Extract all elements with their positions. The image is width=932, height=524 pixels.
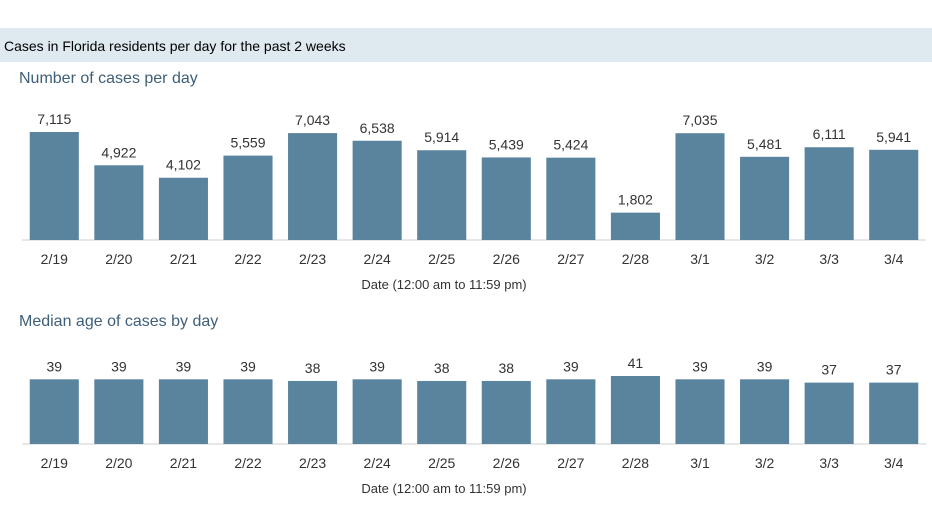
x-tick-label: 3/3: [819, 251, 839, 267]
bar-2/26: [481, 380, 531, 444]
x-tick-label: 3/2: [755, 251, 775, 267]
value-label: 6,538: [360, 120, 395, 136]
x-tick-label: 2/21: [170, 251, 197, 267]
value-label: 38: [434, 360, 450, 376]
x-tick-label: 3/4: [884, 455, 904, 471]
bar-2/25: [417, 150, 467, 240]
bar-2/20: [94, 379, 144, 444]
bar-3/3: [804, 147, 854, 240]
x-tick-label: 2/23: [299, 455, 326, 471]
x-tick-label: 2/25: [428, 251, 455, 267]
value-label: 5,559: [230, 135, 265, 151]
x-tick-label: 2/26: [493, 251, 520, 267]
x-tick-label: 2/20: [105, 455, 132, 471]
value-label: 39: [757, 358, 773, 374]
cases-per-day-chart: 7,115 2/19 4,922 2/20 4,102 2/21 5,559 2/22 7,04…: [22, 111, 926, 292]
value-label: 4,102: [166, 157, 201, 173]
value-label: 37: [821, 362, 837, 378]
x-tick-label: 2/27: [557, 455, 584, 471]
median-age-chart: 39 2/19 39 2/20 39 2/21 39 2/22 38 2/23 39 2/24 38 2/…: [22, 355, 926, 496]
bar-3/3: [804, 382, 854, 444]
bar-3/2: [740, 379, 790, 444]
value-label: 37: [886, 362, 902, 378]
bar-3/1: [675, 379, 725, 444]
bar-2/19: [29, 379, 79, 444]
value-label: 6,111: [813, 126, 846, 142]
bar-2/25: [417, 380, 467, 444]
x-tick-label: 2/21: [170, 455, 197, 471]
value-label: 7,035: [682, 112, 717, 128]
bar-2/28: [610, 376, 660, 444]
bar-2/22: [223, 155, 273, 240]
value-label: 39: [176, 358, 192, 374]
value-label: 5,439: [489, 136, 524, 152]
value-label: 5,914: [424, 129, 459, 145]
value-label: 7,115: [37, 111, 71, 127]
value-label: 5,941: [876, 129, 911, 145]
value-label: 39: [692, 358, 708, 374]
x-tick-label: 2/19: [41, 251, 68, 267]
value-label: 7,043: [295, 112, 330, 128]
x-tick-label: 2/28: [622, 455, 649, 471]
bar-2/22: [223, 379, 273, 444]
bar-2/26: [481, 157, 531, 240]
bar-2/27: [546, 157, 596, 240]
x-tick-label: 2/26: [493, 455, 520, 471]
bar-2/23: [288, 133, 338, 240]
bar-2/19: [29, 132, 79, 240]
bar-2/27: [546, 379, 596, 444]
median-age-chart-title: Median age of cases by day: [19, 313, 219, 330]
x-tick-label: 2/22: [234, 251, 261, 267]
value-label: 5,424: [553, 137, 588, 153]
value-label: 39: [563, 358, 579, 374]
x-axis-label: Date (12:00 am to 11:59 pm): [361, 481, 526, 496]
bar-2/28: [610, 212, 660, 240]
bar-3/1: [675, 133, 725, 240]
value-label: 4,922: [101, 144, 136, 160]
bar-2/23: [288, 380, 338, 444]
value-label: 1,802: [618, 192, 653, 208]
x-tick-label: 2/27: [557, 251, 584, 267]
x-tick-label: 2/23: [299, 251, 326, 267]
bar-3/4: [869, 149, 919, 240]
x-axis-label: Date (12:00 am to 11:59 pm): [361, 277, 526, 292]
bar-2/21: [158, 177, 208, 240]
value-label: 38: [305, 360, 321, 376]
bar-2/20: [94, 165, 144, 240]
value-label: 41: [628, 355, 644, 371]
x-tick-label: 3/1: [690, 251, 710, 267]
bar-3/2: [740, 156, 790, 240]
x-tick-label: 2/25: [428, 455, 455, 471]
value-label: 39: [111, 358, 127, 374]
bar-2/24: [352, 379, 402, 444]
value-label: 5,481: [747, 136, 782, 152]
value-label: 39: [46, 358, 62, 374]
x-tick-label: 2/28: [622, 251, 649, 267]
x-tick-label: 2/24: [364, 251, 391, 267]
value-label: 39: [369, 358, 385, 374]
header-banner: Cases in Florida residents per day for t…: [0, 28, 932, 62]
x-tick-label: 2/24: [364, 455, 391, 471]
x-tick-label: 2/22: [234, 455, 261, 471]
bar-2/21: [158, 379, 208, 444]
x-tick-label: 2/20: [105, 251, 132, 267]
value-label: 38: [498, 360, 514, 376]
x-tick-label: 3/4: [884, 251, 904, 267]
bar-3/4: [869, 382, 919, 444]
bar-2/24: [352, 140, 402, 240]
value-label: 39: [240, 358, 256, 374]
x-tick-label: 3/2: [755, 455, 775, 471]
page-title: Cases in Florida residents per day for t…: [4, 38, 346, 54]
x-tick-label: 3/1: [690, 455, 710, 471]
cases-chart-title: Number of cases per day: [19, 70, 198, 87]
x-tick-label: 3/3: [819, 455, 839, 471]
x-tick-label: 2/19: [41, 455, 68, 471]
